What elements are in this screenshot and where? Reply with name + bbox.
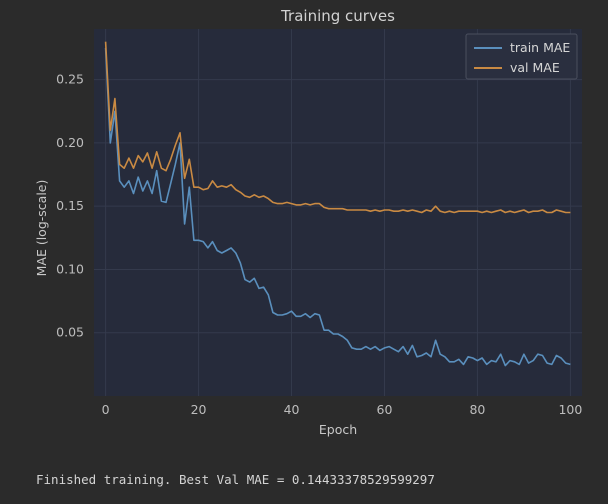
val-mae-line xyxy=(104,41,571,214)
training-curves-chart: 0 20 40 60 80 100 0.05 0.10 0.15 0.20 0.25 Trainin… xyxy=(34,7,582,437)
legend: train MAE val MAE xyxy=(465,33,578,80)
legend-label-val: val MAE xyxy=(510,60,560,75)
x-axis-label: Epoch xyxy=(319,422,357,437)
x-tick-label: 100 xyxy=(558,402,582,417)
y-tick-label: 0.05 xyxy=(56,325,84,340)
y-axis-label: MAE (log-scale) xyxy=(34,180,49,277)
x-tick-label: 80 xyxy=(469,402,485,417)
y-tick-label: 0.15 xyxy=(56,198,84,213)
x-tick-label: 40 xyxy=(284,402,300,417)
y-tick-label: 0.25 xyxy=(56,72,84,87)
training-output-text: Finished training. Best Val MAE = 0.1443… xyxy=(36,472,435,487)
legend-label-train: train MAE xyxy=(510,40,570,55)
x-tick-label: 60 xyxy=(377,402,393,417)
x-tick-label: 0 xyxy=(102,402,110,417)
chart-title: Training curves xyxy=(280,7,395,25)
x-tick-label: 20 xyxy=(191,402,207,417)
y-tick-label: 0.20 xyxy=(56,135,84,150)
y-tick-label: 0.10 xyxy=(56,261,84,276)
series-lines xyxy=(104,41,571,367)
plot-area xyxy=(94,29,582,396)
train-mae-line xyxy=(104,47,571,367)
tick-labels: 0 20 40 60 80 100 0.05 0.10 0.15 0.20 0.25 xyxy=(56,72,582,417)
